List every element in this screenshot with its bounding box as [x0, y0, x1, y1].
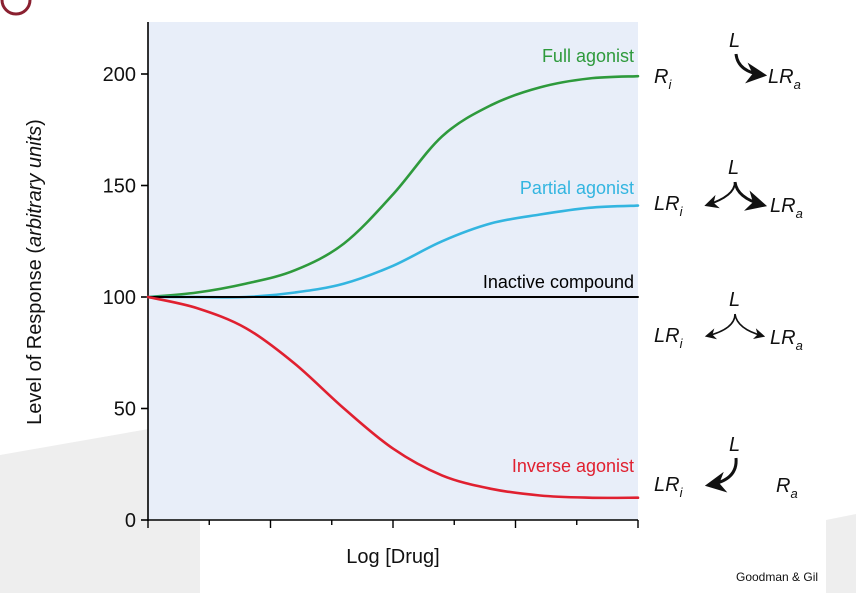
slide-logo-circle — [0, 0, 32, 16]
arrow-icon — [704, 181, 736, 209]
scheme-right-state: Ra — [776, 475, 798, 501]
scheme-left-state: LRi — [654, 193, 684, 219]
series-line-full-agonist — [146, 74, 640, 299]
arrow-icon — [704, 313, 736, 340]
scheme-partial-agonist: L LRi LRa — [654, 157, 803, 221]
x-axis-ticks — [147, 520, 639, 528]
source-credit: Goodman & Gil — [736, 570, 819, 584]
scheme-ligand: L — [728, 157, 739, 179]
scheme-ligand: L — [729, 30, 740, 52]
x-axis-title: Log [Drug] — [346, 546, 439, 568]
arrow-icon — [734, 53, 768, 84]
y-tick-label: 0 — [125, 510, 136, 532]
chart-series — [146, 74, 640, 500]
slide-bg-shape-right — [826, 514, 856, 593]
y-tick-label: 150 — [103, 176, 136, 198]
y-tick-label: 200 — [103, 64, 136, 86]
y-tick-label: 50 — [114, 399, 136, 421]
plot-area — [148, 22, 638, 520]
arrow-icon — [734, 313, 766, 340]
scheme-left-state: Ri — [654, 66, 672, 92]
series-label-full-agonist: Full agonist — [542, 46, 634, 66]
y-axis-ticks: 0 50 100 150 200 — [103, 64, 148, 532]
arrow-icon — [733, 181, 768, 211]
series-line-inverse-agonist — [146, 295, 640, 500]
scheme-ligand: L — [729, 434, 740, 456]
series-label-inactive-compound: Inactive compound — [483, 272, 634, 292]
scheme-left-state: LRi — [654, 325, 684, 351]
arrow-icon — [704, 457, 738, 493]
y-tick-label: 100 — [103, 287, 136, 309]
y-axis-title: Level of Response (arbitrary units) — [24, 119, 46, 425]
scheme-full-agonist: L Ri LRa — [654, 30, 801, 92]
series-label-partial-agonist: Partial agonist — [520, 178, 634, 198]
scheme-right-state: LRa — [770, 327, 803, 353]
scheme-inactive-compound: L LRi LRa — [654, 289, 803, 353]
scheme-right-state: LRa — [770, 195, 803, 221]
scheme-inverse-agonist: L LRi Ra — [654, 434, 798, 501]
scheme-right-state: LRa — [768, 66, 801, 92]
scheme-left-state: LRi — [654, 474, 684, 500]
series-label-inverse-agonist: Inverse agonist — [512, 456, 634, 476]
scheme-ligand: L — [729, 289, 740, 311]
